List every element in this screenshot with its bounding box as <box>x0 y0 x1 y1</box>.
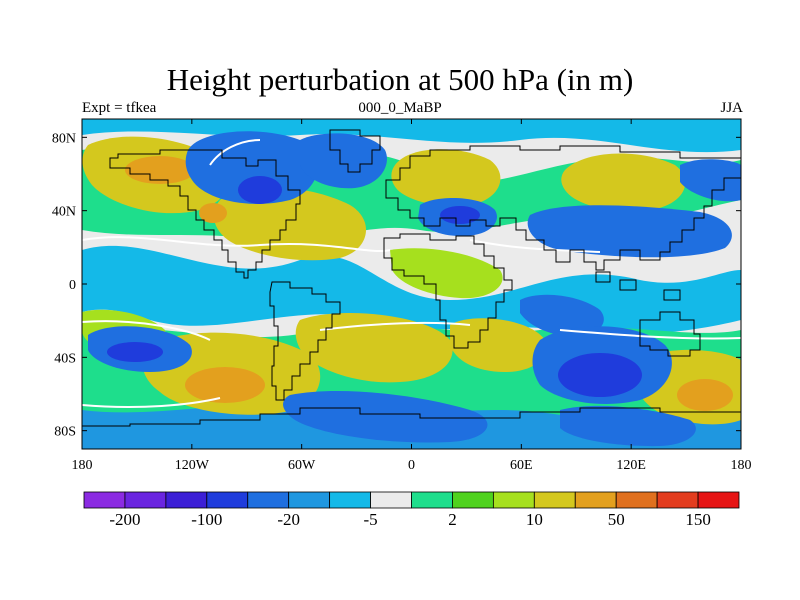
colorbar-label: 2 <box>448 510 457 529</box>
south-pacific-low-core <box>107 342 163 362</box>
east-asia-yellow <box>390 248 503 299</box>
colorbar-swatch <box>533 491 576 509</box>
siberia-high <box>561 153 686 211</box>
experiment-label: Expt = tfkea <box>82 100 157 116</box>
colorbar-label: 10 <box>526 510 543 529</box>
north-pacific-core <box>125 156 195 184</box>
australia-south-core <box>677 379 733 411</box>
mediterranean-core <box>440 206 480 224</box>
colorbar: -200 -100 -20 -5 2 10 50 150 <box>83 491 740 529</box>
africa-coast <box>383 233 513 349</box>
lat-tick-label: 80S <box>54 425 76 440</box>
colorbar-swatch <box>370 491 412 509</box>
colorbar-swatch <box>165 491 208 509</box>
lat-tick-label: 40S <box>54 351 76 366</box>
atlantic-core <box>199 203 227 223</box>
colorbar-swatch <box>206 491 249 509</box>
latitude-axis: 80N 40N 0 40S 80S <box>52 131 741 440</box>
lat-tick-label: 40N <box>52 205 76 220</box>
lon-tick-label: 120W <box>175 458 210 473</box>
south-america-coast <box>269 281 341 401</box>
colorbar-swatch <box>492 491 535 509</box>
coastlines <box>82 129 741 427</box>
antarctic-low <box>283 390 488 443</box>
greenland-coast <box>329 129 381 173</box>
zero-contour-north <box>82 139 601 253</box>
north-america-core <box>238 176 282 204</box>
lon-tick-label: 60E <box>510 458 533 473</box>
colorbar-label: 50 <box>608 510 625 529</box>
south-indian-low-core <box>558 353 642 397</box>
longitude-axis: 180 120W 60W 0 60E 120E 180 <box>72 119 752 473</box>
colorbar-swatch <box>452 491 494 509</box>
north-polar-blue <box>82 119 741 153</box>
west-pacific-low <box>680 159 741 202</box>
antarctica-coast <box>82 407 741 427</box>
run-label: 000_0_MaBP <box>358 100 442 116</box>
colorbar-swatch <box>656 491 699 509</box>
antarctic-low-east <box>560 405 696 447</box>
lat-tick-label: 0 <box>69 278 76 293</box>
europe-high <box>391 149 501 207</box>
eurasia-coast <box>385 145 741 271</box>
lon-tick-label: 0 <box>408 458 415 473</box>
australia-coast <box>639 311 701 357</box>
colorbar-label: 150 <box>685 510 711 529</box>
north-america-coast <box>109 149 301 279</box>
colorbar-swatch <box>574 491 617 509</box>
lat-tick-label: 80N <box>52 131 76 146</box>
lon-tick-label: 120E <box>616 458 646 473</box>
season-label: JJA <box>720 100 743 116</box>
greenland-low <box>300 133 387 189</box>
contour-plot <box>82 119 741 449</box>
colorbar-label: -200 <box>109 510 140 529</box>
lon-tick-label: 180 <box>731 458 752 473</box>
map-title: Height perturbation at 500 hPa (in m) <box>166 62 634 97</box>
east-asia-low <box>527 205 732 258</box>
indonesia-coast <box>595 271 681 301</box>
south-atlantic-high <box>295 312 453 383</box>
colorbar-swatch <box>247 491 290 509</box>
lon-tick-label: 180 <box>72 458 93 473</box>
colorbar-swatch <box>329 491 371 509</box>
lon-tick-label: 60W <box>288 458 316 473</box>
colorbar-swatch <box>124 491 167 509</box>
north-atlantic-high <box>213 187 367 261</box>
colorbar-swatch <box>615 491 658 509</box>
north-america-low <box>185 131 319 204</box>
colorbar-label: -100 <box>191 510 222 529</box>
colorbar-swatch <box>83 491 126 509</box>
south-pacific-core <box>185 367 265 403</box>
colorbar-label: -5 <box>363 510 377 529</box>
south-indian-high <box>450 318 547 372</box>
colorbar-swatch <box>288 491 331 509</box>
colorbar-swatch <box>411 491 453 509</box>
southern-africa-low <box>520 294 604 337</box>
colorbar-swatch <box>697 491 740 509</box>
zero-contour-south <box>82 320 741 408</box>
colorbar-label: -20 <box>277 510 300 529</box>
